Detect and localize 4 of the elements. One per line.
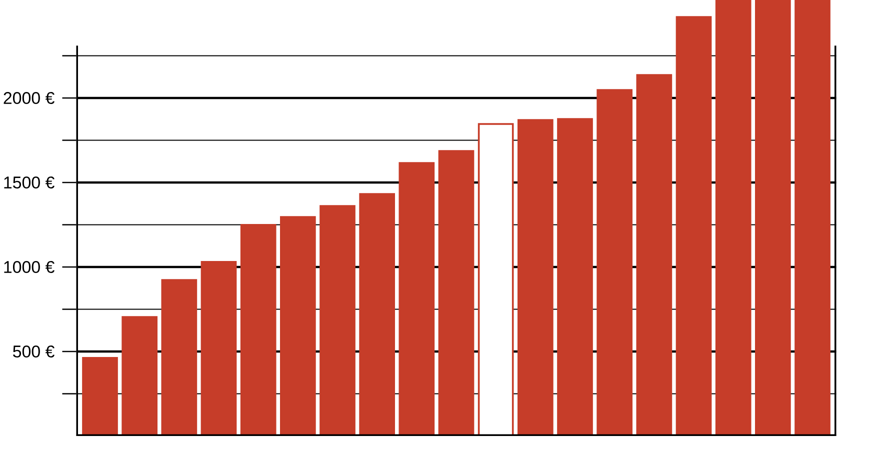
y-tick-label: 500 €: [13, 346, 54, 358]
y-tick-label: 1000 €: [4, 261, 54, 274]
y-tick-label: 1500 €: [4, 176, 54, 189]
y-tick-label: 2000 €: [4, 92, 54, 104]
